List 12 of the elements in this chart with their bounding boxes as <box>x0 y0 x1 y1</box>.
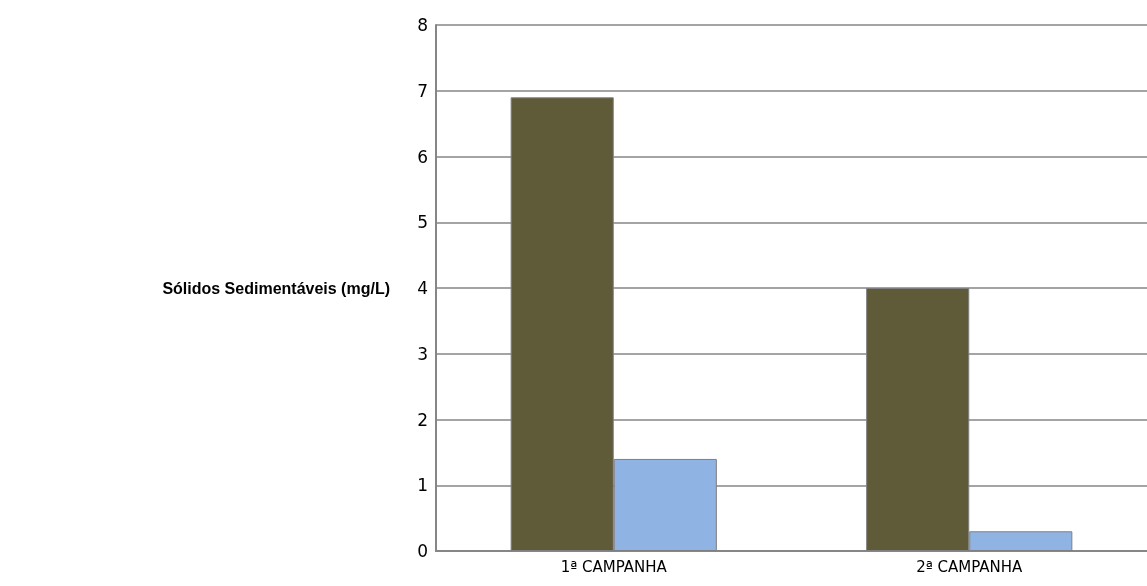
y-tick-label: 7 <box>417 80 428 101</box>
y-tick-label: 8 <box>417 15 428 35</box>
y-tick-label: 6 <box>417 146 428 167</box>
y-axis-title: Sólidos Sedimentáveis (mg/L) <box>162 279 390 297</box>
y-tick-label: 0 <box>417 541 428 561</box>
y-tick-label: 4 <box>417 278 428 298</box>
x-tick-label: 1ª CAMPANHA <box>560 557 668 576</box>
x-tick-label: 2ª CAMPANHA <box>916 557 1024 576</box>
y-tick-label: 1 <box>417 475 428 496</box>
y-tick-label: 5 <box>417 212 428 233</box>
y-tick-label: 3 <box>417 343 428 364</box>
y-tick-label: 2 <box>417 409 428 430</box>
